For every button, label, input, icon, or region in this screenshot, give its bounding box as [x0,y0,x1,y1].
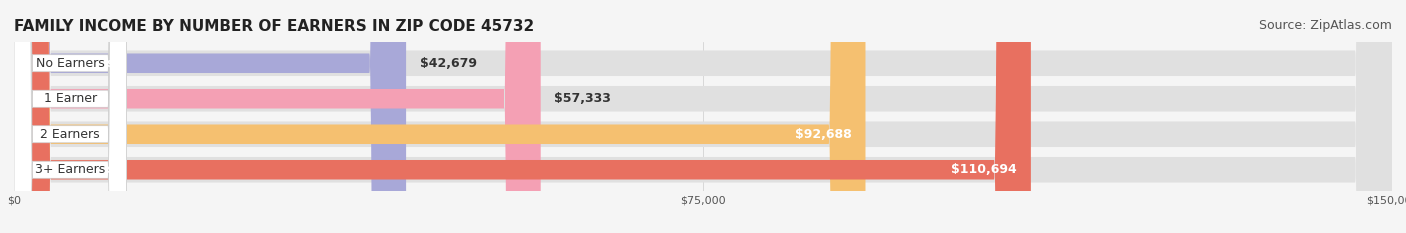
Text: FAMILY INCOME BY NUMBER OF EARNERS IN ZIP CODE 45732: FAMILY INCOME BY NUMBER OF EARNERS IN ZI… [14,19,534,34]
FancyBboxPatch shape [14,0,541,233]
Text: $92,688: $92,688 [794,128,852,141]
Text: 3+ Earners: 3+ Earners [35,163,105,176]
FancyBboxPatch shape [14,0,1392,233]
Text: 2 Earners: 2 Earners [37,128,104,141]
FancyBboxPatch shape [14,0,127,233]
FancyBboxPatch shape [14,0,1031,233]
FancyBboxPatch shape [14,0,127,233]
Text: 3+ Earners: 3+ Earners [37,163,115,176]
FancyBboxPatch shape [14,0,127,233]
Text: $57,333: $57,333 [554,92,612,105]
FancyBboxPatch shape [14,0,866,233]
Text: $42,679: $42,679 [420,57,477,70]
FancyBboxPatch shape [14,0,127,233]
Text: 1 Earner: 1 Earner [44,92,97,105]
FancyBboxPatch shape [14,0,1392,233]
Text: 1 Earner: 1 Earner [37,92,97,105]
Text: Source: ZipAtlas.com: Source: ZipAtlas.com [1258,19,1392,32]
Text: No Earners: No Earners [37,57,114,70]
Text: No Earners: No Earners [37,57,104,70]
Text: 2 Earners: 2 Earners [41,128,100,141]
FancyBboxPatch shape [14,0,1392,233]
FancyBboxPatch shape [14,0,1392,233]
FancyBboxPatch shape [14,0,406,233]
Text: $110,694: $110,694 [952,163,1017,176]
